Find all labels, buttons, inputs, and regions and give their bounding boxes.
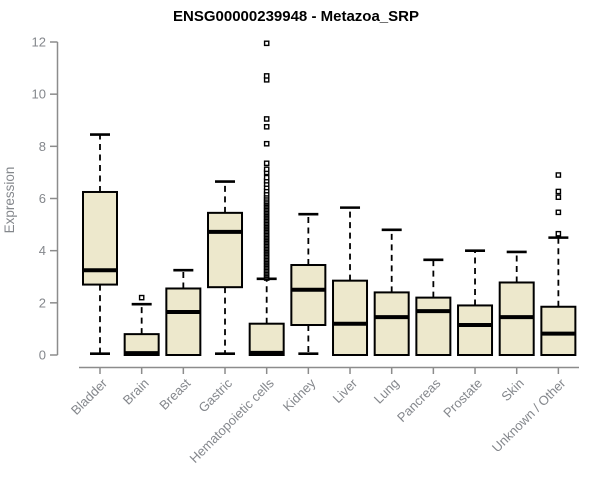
outlier-point [263, 166, 270, 173]
x-tick-label: Breast [156, 375, 193, 412]
outlier-point [555, 172, 562, 178]
x-tick-label: Skin [498, 376, 526, 404]
outlier-point [263, 160, 270, 167]
iqr-box [165, 287, 202, 356]
boxplot-kidney [290, 212, 327, 355]
y-tick-label: 6 [39, 191, 46, 206]
outlier-point [555, 194, 562, 200]
y-tick-label: 12 [32, 35, 46, 50]
iqr-box [457, 304, 494, 357]
chart-title: ENSG00000239948 - Metazoa_SRP [173, 8, 419, 25]
outlier-point [263, 174, 270, 181]
y-tick-label: 8 [39, 139, 46, 154]
boxplot-hematopoietic-cells [248, 40, 285, 357]
boxplot-bladder [82, 133, 118, 355]
boxplot-brain [123, 294, 160, 356]
outlier-point [263, 123, 270, 130]
iqr-box [248, 322, 285, 357]
y-tick-label: 2 [39, 295, 46, 310]
x-tick-label: Kidney [280, 375, 319, 414]
boxplot-pancreas [415, 258, 452, 357]
x-tick-label: Bladder [68, 375, 111, 418]
boxplot-unknown-other [540, 172, 577, 356]
x-tick-label: Gastric [195, 375, 235, 415]
boxplot-lung [373, 228, 410, 356]
outlier-point [263, 73, 270, 79]
x-tick-label: Unknown / Other [489, 375, 569, 455]
boxplot-gastric [207, 180, 244, 355]
x-tick-label: Liver [330, 375, 361, 406]
boxplot-prostate [457, 249, 494, 357]
iqr-box [332, 279, 369, 357]
outlier-point [138, 294, 145, 301]
y-tick-label: 4 [39, 243, 46, 258]
x-tick-label: Brain [120, 376, 152, 408]
outlier-point [263, 40, 270, 47]
iqr-box [207, 211, 244, 289]
x-tick-label: Pancreas [394, 375, 444, 425]
outlier-point [555, 209, 562, 216]
y-axis-title: Expression [2, 167, 17, 234]
boxplot-skin [498, 250, 535, 357]
x-tick-label: Prostate [440, 376, 485, 421]
outlier-point [555, 230, 562, 237]
y-tick-label: 0 [39, 348, 46, 363]
iqr-box [415, 296, 452, 357]
outlier-point [263, 116, 270, 122]
x-tick-label: Lung [371, 376, 402, 407]
iqr-box [540, 305, 577, 356]
outlier-point [263, 140, 270, 147]
y-tick-label: 10 [32, 87, 46, 102]
boxplot-breast [165, 268, 202, 356]
outlier-point [555, 188, 562, 195]
iqr-box [373, 291, 410, 356]
iqr-box [290, 264, 327, 327]
boxplot-liver [332, 206, 369, 357]
